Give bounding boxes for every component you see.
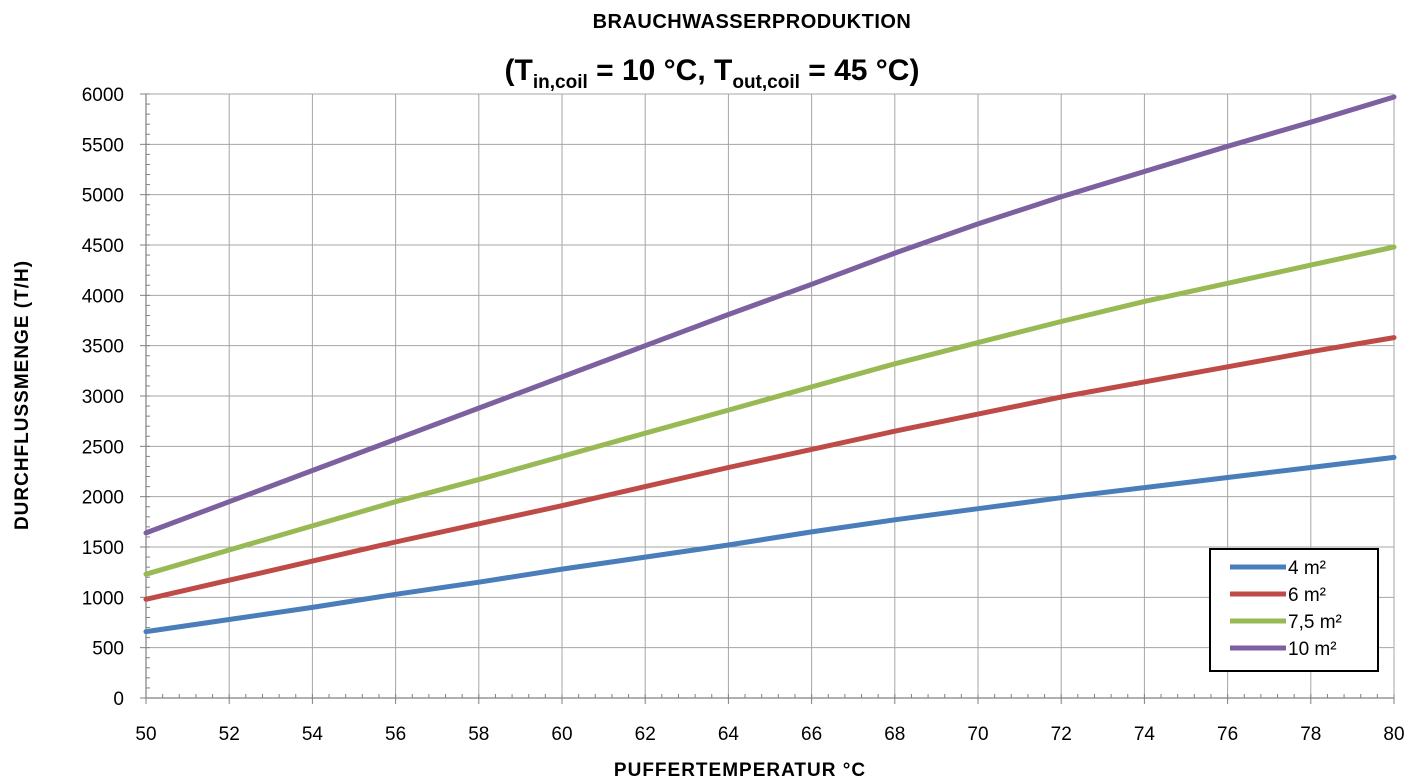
legend-label: 6 m²: [1288, 585, 1326, 606]
x-tick-label: 54: [302, 724, 324, 745]
legend-label: 4 m²: [1288, 558, 1326, 579]
x-tick-label: 80: [1383, 724, 1404, 745]
chart-title: BRAUCHWASSERPRODUKTION: [593, 11, 912, 33]
y-tick-label: 1000: [82, 588, 124, 609]
x-tick-label: 50: [135, 724, 156, 745]
series-line-1: [143, 454, 1397, 635]
y-tick-label: 4500: [82, 236, 124, 257]
x-tick-label: 74: [1134, 724, 1156, 745]
series-line-3: [143, 244, 1397, 577]
x-tick-label: 68: [884, 724, 905, 745]
x-tick-label: 70: [967, 724, 988, 745]
y-tick-label: 5500: [82, 135, 124, 156]
x-tick-label: 78: [1300, 724, 1321, 745]
series-line-2: [143, 335, 1397, 602]
y-tick-label: 1500: [82, 538, 124, 559]
y-tick-label: 5000: [82, 186, 124, 207]
legend-label: 10 m²: [1288, 639, 1337, 660]
y-tick-label: 4000: [82, 286, 124, 307]
x-tick-label: 56: [385, 724, 406, 745]
x-tick-label: 62: [635, 724, 656, 745]
legend-label: 7,5 m²: [1288, 612, 1342, 633]
x-tick-label: 72: [1051, 724, 1072, 745]
x-axis-label: PUFFERTEMPERATUR °C: [614, 760, 866, 781]
x-tick-label: 52: [219, 724, 240, 745]
y-tick-label: 0: [113, 689, 124, 710]
y-axis-label: DURCHFLUSSMENGE (T/H): [12, 260, 33, 530]
chart-subtitle: (Tin,coil = 10 °C, Tout,coil = 45 °C): [505, 54, 920, 93]
series-line-4: [143, 94, 1397, 536]
series-lines: [143, 94, 1397, 635]
x-tick-label: 66: [801, 724, 822, 745]
y-tick-label: 500: [92, 639, 124, 660]
y-tick-label: 6000: [82, 85, 124, 106]
legend: 4 m² 6 m² 7,5 m² 10 m²: [1209, 548, 1379, 672]
x-tick-label: 64: [718, 724, 740, 745]
y-tick-label: 2500: [82, 437, 124, 458]
y-tick-label: 3500: [82, 337, 124, 358]
x-tick-label: 58: [468, 724, 489, 745]
x-tick-label: 60: [551, 724, 572, 745]
x-tick-label: 76: [1217, 724, 1238, 745]
y-tick-label: 3000: [82, 387, 124, 408]
x-tick-labels: 50 52 54 56 58 60 62 64 66 68 70 72 74 76 78 80: [135, 724, 1404, 745]
y-tick-label: 2000: [82, 488, 124, 509]
y-tick-labels: 0 500 1000 1500 2000 2500 3000 3500 4000 4500 5000…: [82, 85, 124, 710]
